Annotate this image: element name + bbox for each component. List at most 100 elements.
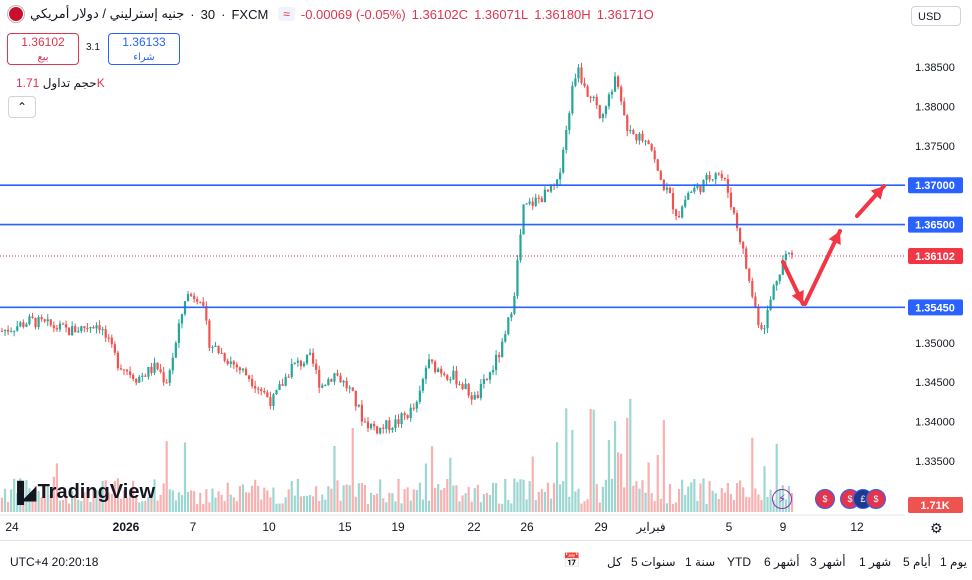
volume-bar [775,443,778,512]
price-tick-label: 1.35450 [915,302,955,314]
volume-bar [504,478,507,512]
candle-body [159,369,162,372]
candle-body [333,373,336,382]
candle-body [388,420,391,430]
volume-bar [226,482,229,512]
volume-bar [702,478,705,512]
volume-bar [232,497,235,512]
candle-body [71,326,74,336]
volume-bar [571,429,574,512]
volume-bar [461,495,464,512]
volume-bar [260,499,263,512]
timezone-clock[interactable]: UTC+4 20:20:18 [10,555,99,569]
range-1d[interactable]: يوم 1 [940,555,967,569]
buy-button[interactable]: 1.36133 شراء [108,33,180,65]
collapse-legend-button[interactable]: ⌃ [8,96,36,118]
candle-body [748,268,751,281]
volume-bar [552,482,556,512]
candle-body [491,370,495,373]
settings-gear-icon[interactable]: ⚙ [930,520,943,536]
interval[interactable]: 30 [200,6,216,22]
candle-body [308,352,312,355]
volume-bar [376,493,379,512]
currency-select[interactable]: USD [911,6,961,26]
candle-body [485,379,489,381]
volume-bar [705,503,708,512]
volume-bar [165,441,168,512]
volume-bar [327,486,330,512]
symbol-name[interactable]: جنيه إسترليني / دولار أمريكي [30,6,185,21]
candle-body [13,330,16,332]
range-3m[interactable]: أشهر 3 [810,555,846,569]
range-ytd[interactable]: YTD [727,555,751,569]
price-change: -0.00069 (-0.05%) [300,6,406,22]
candle-body [382,427,385,429]
candle-body [80,326,83,332]
volume-bar [254,479,257,512]
range-5y[interactable]: سنوات 5 [631,555,676,569]
candle-body [150,366,153,373]
us-flag-icon[interactable]: $ [815,489,835,509]
price-tick-label: 1.35000 [915,338,955,350]
volume-bar [299,496,302,512]
candle-body [690,191,693,193]
candle-body [312,352,315,364]
candle-body [366,421,370,429]
range-all[interactable]: كل [607,555,622,569]
volume-bar [534,500,537,512]
volume-bar [214,497,217,512]
candle-body [104,329,107,338]
candle-body [342,380,345,383]
range-5d[interactable]: أيام 5 [903,555,931,569]
range-6m[interactable]: أشهر 6 [764,555,800,569]
volume-bar [546,482,550,512]
candle-body [125,369,129,372]
candle-body [369,423,373,429]
candle-body [391,428,394,430]
candle-body [220,353,223,355]
candle-body [498,354,501,358]
candle-body [415,401,418,409]
candle-body [720,174,723,179]
volume-bar [55,463,58,512]
candle-body [583,83,586,87]
arrow-annotation[interactable] [803,229,842,306]
tradingview-logo-icon: ▐◢ [10,482,37,504]
candle-body [610,91,614,95]
volume-bar [293,495,296,512]
volume-bar [562,481,565,512]
events-us-2[interactable]: $ £ $ [840,489,886,509]
volume-bar [263,487,266,512]
volume-bar [446,479,449,512]
candle-body [678,215,681,218]
sell-button[interactable]: 1.36102 بيع [7,33,79,65]
volume-bar [333,446,336,512]
volume-bar [83,492,86,512]
candle-body [98,325,101,330]
high-value: 1.36180H [534,6,591,22]
candle-body [83,326,86,329]
range-1y[interactable]: سنة 1 [685,555,716,569]
volume-bar [790,493,794,512]
arrow-annotation[interactable] [781,260,805,306]
candle-body [357,404,360,407]
candle-body [580,67,583,84]
us-flag-icon[interactable]: $ [866,489,886,509]
arrow-annotation[interactable] [855,184,886,218]
candle-body [757,306,760,326]
volume-bar [449,457,452,512]
lightning-icon[interactable]: ⚡ [772,489,792,509]
events-us-1[interactable]: $ [815,489,835,509]
calendar-icon[interactable]: 📅 [563,552,581,568]
volume-bar [101,480,104,512]
price-chart[interactable]: 1.38500 1.38000 1.37500 1.37000 1.36500 1.361… [0,0,972,540]
volume-bar [223,501,226,512]
range-1m[interactable]: شهر 1 [859,555,892,569]
candle-body [354,390,357,407]
time-tick-label: 9 [780,520,787,534]
compare-icon[interactable]: ≈ [278,7,295,21]
candle-body [641,133,644,141]
annotation-arrows [781,184,886,306]
volume-bar [531,456,534,512]
volume-bar [498,503,501,512]
